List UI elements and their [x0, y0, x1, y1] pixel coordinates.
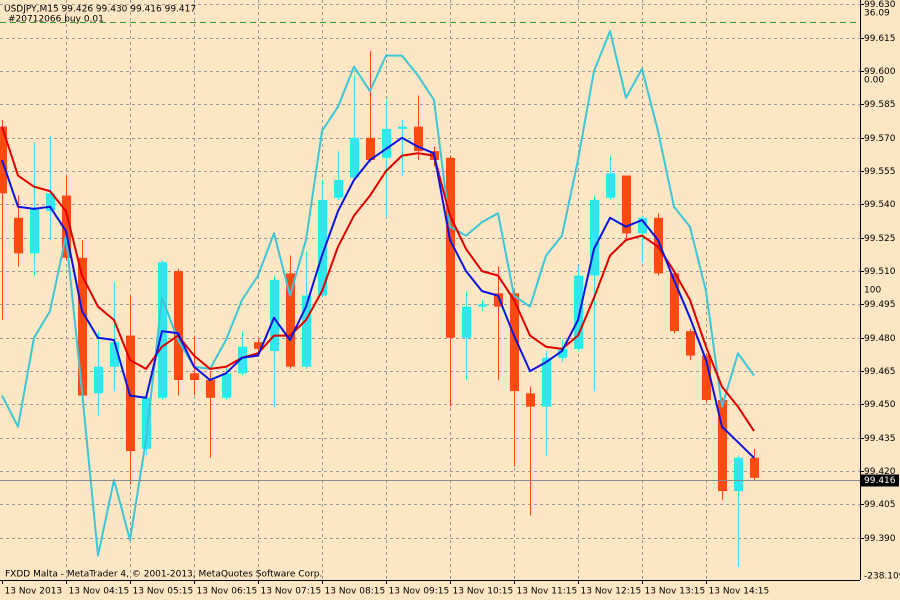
current-price-label: 99.416 — [864, 476, 896, 486]
candle-body — [270, 280, 279, 352]
candle-body — [398, 126, 407, 129]
indicator-scale-label: 36.09 — [864, 9, 890, 19]
candle-body — [734, 457, 743, 492]
x-tick-label: 13 Nov 11:15 — [517, 587, 578, 597]
candle-body — [750, 457, 759, 478]
x-tick-label: 13 Nov 12:15 — [581, 587, 642, 597]
y-tick-label: 99.630 — [864, 0, 896, 10]
candle-body — [494, 293, 503, 307]
candle-body — [590, 200, 599, 276]
y-tick-label: 99.510 — [864, 267, 896, 277]
candle-body — [366, 137, 375, 160]
candle-body — [190, 373, 199, 380]
candle-body — [462, 306, 471, 338]
y-tick-label: 99.555 — [864, 167, 896, 177]
candle-body — [318, 200, 327, 296]
y-tick-label: 99.615 — [864, 34, 896, 44]
candle-body — [14, 217, 23, 254]
candle-body — [638, 217, 647, 234]
candle-body — [206, 380, 215, 398]
candle-body — [606, 173, 615, 198]
candle-body — [574, 275, 583, 349]
x-tick-label: 13 Nov 10:15 — [453, 587, 514, 597]
indicator-line — [1, 136, 755, 459]
candle-body — [414, 126, 423, 152]
candle-body — [30, 208, 39, 254]
candle-body — [126, 335, 135, 452]
x-tick-label: 13 Nov 13:15 — [645, 587, 706, 597]
chart-title: USDJPY,M15 99.426 99.430 99.416 99.417 — [4, 5, 196, 15]
y-tick-label: 99.435 — [864, 434, 896, 444]
candle-body — [110, 342, 119, 367]
indicator-scale-label: 0.00 — [864, 76, 884, 86]
y-tick-label: 99.525 — [864, 234, 896, 244]
candle-body — [478, 304, 487, 307]
candle-body — [654, 217, 663, 274]
x-tick-label: 13 Nov 08:15 — [325, 587, 386, 597]
x-tick-label: 13 Nov 09:15 — [389, 587, 450, 597]
y-tick-label: 99.480 — [864, 334, 896, 344]
candle-body — [526, 393, 535, 407]
candle-body — [702, 355, 711, 400]
x-tick-label: 13 Nov 05:15 — [133, 587, 194, 597]
candle-body — [78, 257, 87, 396]
current-price-box — [861, 474, 899, 487]
candle-body — [46, 193, 55, 212]
candle-body — [222, 373, 231, 398]
y-tick-label: 99.465 — [864, 367, 896, 377]
candle-body — [686, 331, 695, 356]
candle-body — [302, 295, 311, 367]
indicator-line — [1, 126, 755, 432]
candle-body — [158, 262, 167, 398]
candle-body — [62, 195, 71, 258]
candle-body — [94, 366, 103, 394]
y-tick-label: 99.420 — [864, 467, 896, 477]
y-tick-label: 99.585 — [864, 100, 896, 110]
candle-body — [286, 273, 295, 367]
order-label: #20712066 buy 0.01 — [8, 15, 104, 25]
candle-body — [510, 293, 519, 392]
candle-body — [718, 400, 727, 492]
x-tick-label: 13 Nov 06:15 — [197, 587, 258, 597]
candle-body — [558, 348, 567, 358]
x-tick-label: 13 Nov 2013 — [5, 587, 63, 597]
y-tick-label: 99.600 — [864, 67, 896, 77]
candle-body — [174, 271, 183, 380]
y-tick-label: 99.495 — [864, 300, 896, 310]
y-tick-label: 99.405 — [864, 500, 896, 510]
candle-body — [670, 273, 679, 332]
indicator-scale-label: -238.109 — [864, 572, 900, 582]
y-tick-label: 99.450 — [864, 400, 896, 410]
candle-body — [622, 175, 631, 234]
x-tick-label: 13 Nov 07:15 — [261, 587, 322, 597]
candle-body — [446, 157, 455, 338]
footer: FXDD Malta - MetaTrader 4, © 2001-2013, … — [5, 570, 322, 580]
candle-body — [350, 137, 359, 178]
candle-body — [0, 126, 7, 194]
y-tick-label: 99.540 — [864, 200, 896, 210]
plot-area — [0, 22, 860, 567]
indicator-line — [1, 30, 755, 557]
candle-body — [142, 397, 151, 449]
x-tick-label: 13 Nov 04:15 — [69, 587, 130, 597]
candle-body — [334, 180, 343, 198]
x-tick-label: 13 Nov 14:15 — [709, 587, 770, 597]
y-tick-label: 99.570 — [864, 134, 896, 144]
candle-body — [542, 357, 551, 407]
indicator-scale-label: 100 — [864, 286, 881, 296]
candle-body — [382, 128, 391, 158]
y-tick-label: 99.390 — [864, 534, 896, 544]
candle-body — [238, 346, 247, 374]
candle-body — [254, 342, 263, 349]
